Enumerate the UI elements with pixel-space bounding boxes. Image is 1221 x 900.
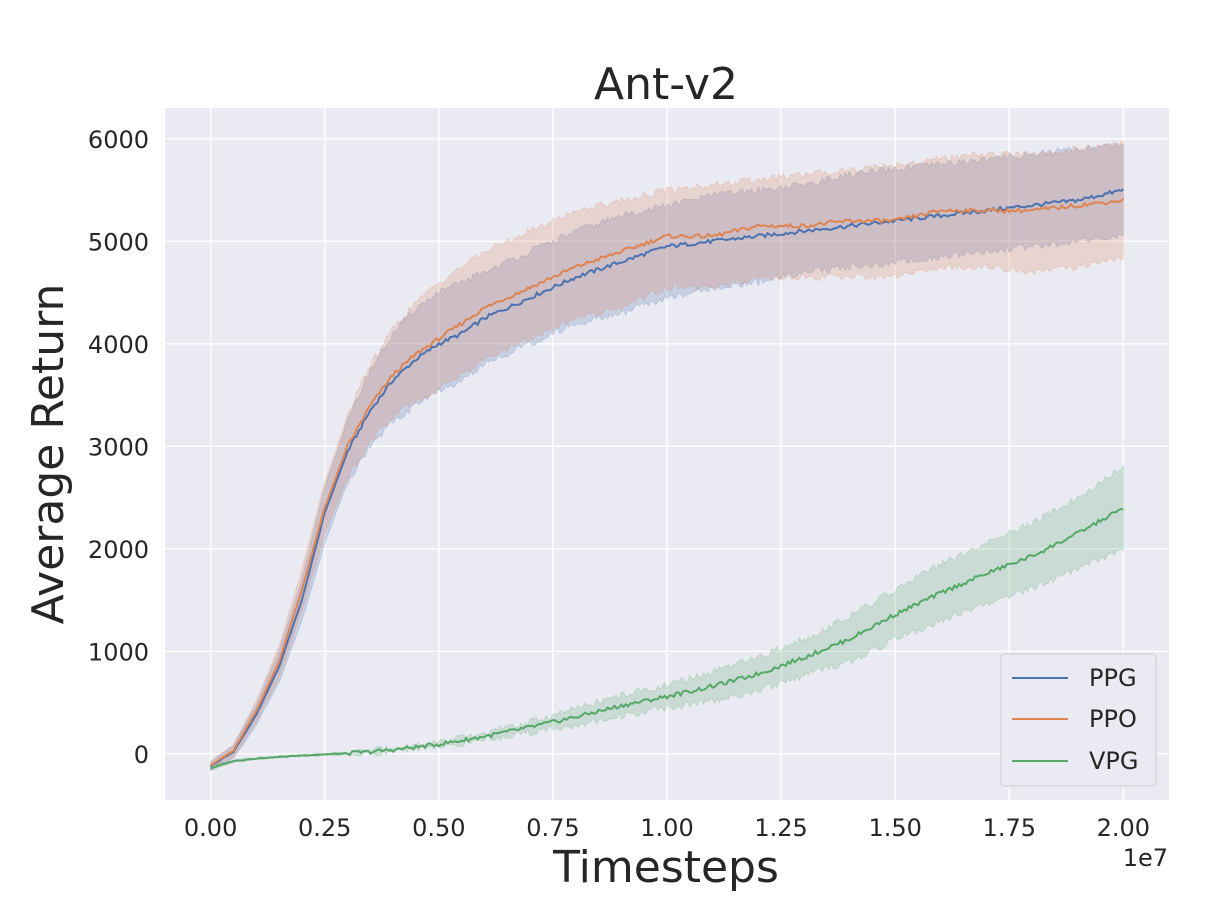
y-tick-label: 5000 [88,228,149,256]
band-ppg [210,141,1124,772]
x-tick-label: 1.00 [640,814,693,842]
legend: PPG PPO VPG [1000,653,1157,787]
legend-label-ppo: PPO [1089,705,1137,733]
y-axis-label: Average Return [23,284,74,625]
band-ppo [210,140,1124,770]
y-tick-label: 4000 [88,331,149,359]
line-ppo [210,197,1125,767]
y-tick-labels: 0 1000 2000 3000 4000 5000 6000 [88,126,149,769]
x-tick-label: 1.50 [868,814,921,842]
x-tick-label: 2.00 [1097,814,1150,842]
y-tick-label: 0 [134,741,149,769]
legend-label-ppg: PPG [1089,664,1137,692]
line-ppg [209,188,1124,768]
x-tick-label: 1.75 [983,814,1036,842]
y-tick-label: 1000 [88,638,149,666]
y-tick-label: 3000 [88,433,149,461]
legend-box [1000,653,1157,787]
y-tick-label: 2000 [88,536,149,564]
series-lines [209,188,1125,770]
x-tick-label: 0.25 [298,814,351,842]
chart-title: Ant-v2 [594,59,738,110]
line-vpg [210,507,1124,770]
x-tick-label: 0.50 [412,814,465,842]
confidence-bands [210,140,1124,772]
x-tick-label: 0.75 [526,814,579,842]
band-vpg [210,464,1124,771]
x-tick-label: 0.00 [184,814,237,842]
x-tick-label: 1.25 [754,814,807,842]
legend-label-vpg: VPG [1089,747,1139,775]
x-axis-label: Timesteps [552,842,779,893]
y-tick-label: 6000 [88,126,149,154]
x-tick-labels: 0.00 0.25 0.50 0.75 1.00 1.25 1.50 1.75 2.00 [184,814,1150,842]
x-axis-offset-label: 1e7 [1123,844,1168,872]
